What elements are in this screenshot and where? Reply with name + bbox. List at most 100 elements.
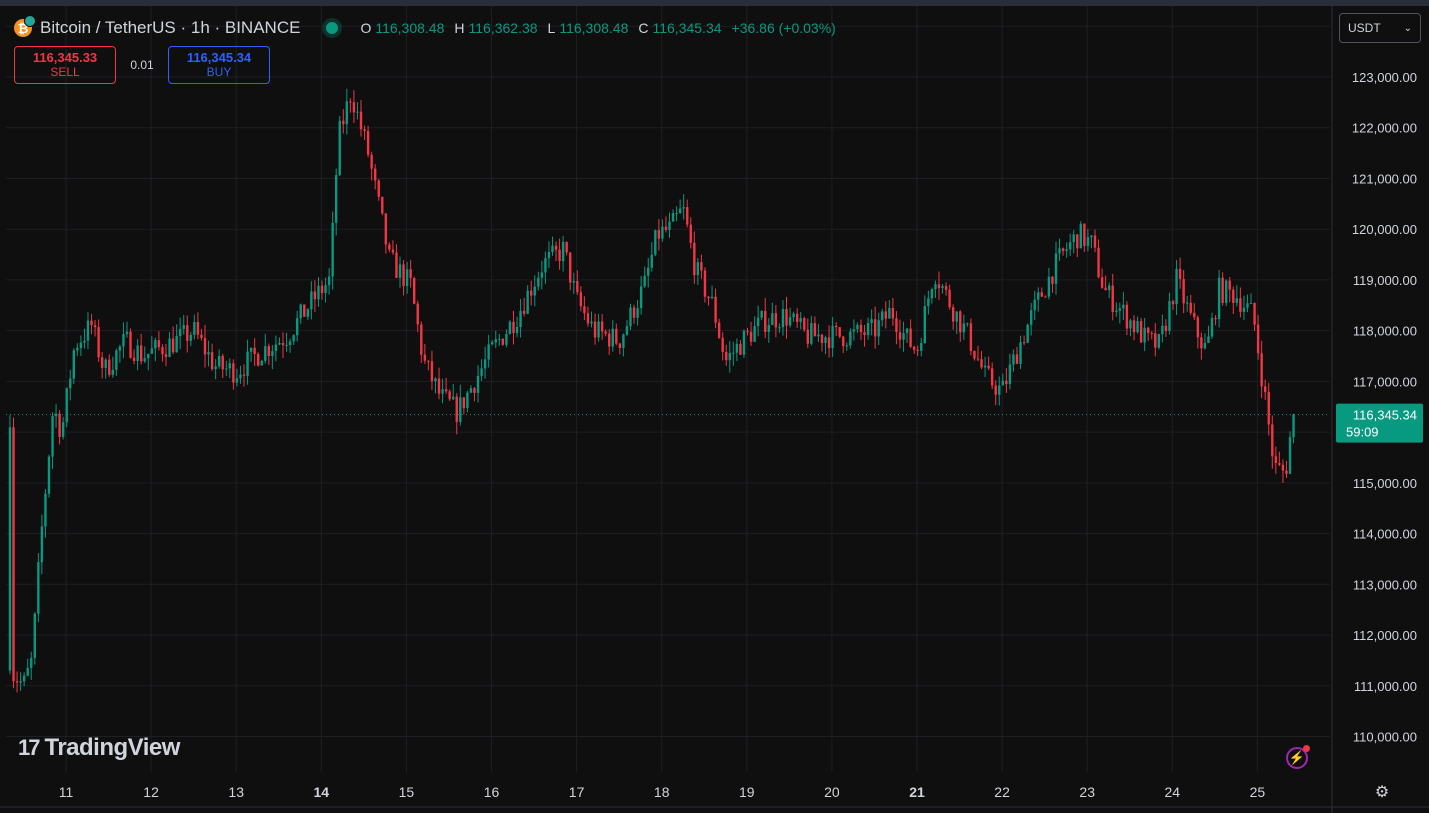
candle-body — [1125, 304, 1129, 329]
x-tick-label: 25 — [1250, 784, 1266, 800]
ohlc-high-key: H — [454, 20, 465, 36]
buy-button[interactable]: 116,345.34 BUY — [168, 46, 270, 84]
gear-icon[interactable]: ⚙ — [1374, 784, 1390, 801]
candle-body — [944, 286, 948, 290]
candle-body — [831, 325, 834, 348]
candle-body — [586, 313, 590, 324]
x-tick-label: 18 — [654, 784, 670, 800]
candle-body — [161, 347, 164, 355]
candle-body — [334, 174, 338, 223]
y-tick-label: 115,000.00 — [1353, 476, 1417, 491]
symbol-title[interactable]: Bitcoin / TetherUS · 1h · BINANCE — [40, 18, 301, 37]
candle-body — [498, 338, 501, 340]
x-tick-label: 21 — [909, 784, 925, 800]
candle-body — [983, 365, 987, 368]
candle-body — [1278, 463, 1281, 465]
candle-body — [331, 222, 334, 277]
candle-body — [951, 307, 955, 322]
candle-body — [1001, 380, 1005, 386]
candle-body — [1182, 278, 1185, 304]
lightning-icon[interactable]: ⚡ — [1286, 745, 1310, 769]
candle-body — [303, 304, 306, 317]
candle-body — [1104, 287, 1107, 291]
candle-body — [505, 333, 508, 345]
candle-body — [558, 249, 561, 262]
last-price-label: 116,345.34 — [1353, 408, 1417, 423]
candle-body — [22, 675, 26, 682]
candle-body — [430, 361, 434, 382]
candle-body — [1246, 303, 1249, 308]
candle-body — [108, 359, 111, 375]
spread-value: 0.01 — [130, 58, 154, 72]
candle-body — [260, 360, 263, 366]
candle-body — [561, 241, 565, 262]
x-tick-label: 16 — [484, 784, 500, 800]
candle-body — [157, 340, 161, 348]
candle-body — [437, 378, 441, 394]
candle-body — [395, 252, 398, 278]
candle-body — [295, 318, 299, 336]
candle-body — [26, 667, 29, 676]
candle-body — [540, 272, 544, 278]
candle-body — [888, 308, 891, 319]
candle-body — [324, 285, 327, 294]
candle-body — [806, 329, 809, 344]
candle-body — [363, 129, 366, 131]
ohlc-low-value: 116,308.48 — [559, 20, 629, 36]
ohlc-readout: O 116,308.48 H 116,362.38 L 116,308.48 C 116… — [360, 20, 841, 36]
sell-button[interactable]: 116,345.33 SELL — [14, 46, 116, 84]
candle-body — [40, 526, 44, 563]
y-tick-label: 123,000.00 — [1352, 70, 1417, 85]
candle-body — [891, 308, 895, 319]
currency-select[interactable]: USDT ⌄ — [1339, 13, 1421, 43]
candle-body — [1196, 317, 1200, 338]
candle-body — [710, 296, 714, 299]
last-price-badge — [1336, 403, 1423, 443]
candle-body — [462, 397, 466, 409]
candle-body — [264, 346, 267, 361]
candle-body — [547, 252, 551, 259]
candle-body — [1189, 302, 1192, 313]
candle-body — [228, 363, 232, 369]
candle-body — [554, 245, 558, 250]
candle-body — [866, 322, 870, 335]
candle-body — [508, 321, 512, 334]
candle-body — [288, 341, 292, 345]
candle-body — [781, 309, 785, 328]
candle-body — [1256, 324, 1260, 354]
candle-body — [168, 338, 171, 357]
candle-body — [824, 337, 827, 344]
candle-body — [526, 290, 529, 314]
candle-body — [1224, 280, 1228, 303]
candle-body — [959, 311, 962, 333]
candle-body — [86, 320, 90, 341]
candle-body — [217, 355, 221, 367]
candle-body — [998, 385, 1001, 395]
candle-body — [1178, 268, 1182, 279]
candle-body — [1239, 298, 1242, 312]
candle-body — [47, 456, 51, 494]
bitcoin-icon: ₿ — [14, 15, 36, 37]
candle-body — [416, 303, 419, 325]
candle-body — [739, 343, 742, 355]
candle-body — [249, 347, 253, 352]
candle-body — [1146, 327, 1150, 333]
candle-body — [1107, 285, 1111, 291]
candle-body — [863, 332, 866, 335]
candle-body — [441, 389, 444, 394]
tradingview-logo[interactable]: 17 TradingView — [18, 734, 180, 762]
candle-body — [1058, 248, 1061, 254]
candle-body — [1228, 280, 1231, 290]
candle-body — [90, 320, 93, 326]
candle-body — [643, 275, 646, 287]
y-tick-label: 121,000.00 — [1352, 171, 1417, 186]
market-status-icon[interactable] — [326, 22, 339, 34]
tradingview-mark-icon: 17 — [18, 735, 41, 760]
y-tick-label: 118,000.00 — [1353, 324, 1417, 339]
currency-label: USDT — [1348, 21, 1381, 35]
candle-body — [1292, 414, 1295, 438]
candle-body — [423, 354, 427, 361]
y-tick-label: 117,000.00 — [1353, 374, 1417, 389]
candle-body — [920, 343, 923, 351]
